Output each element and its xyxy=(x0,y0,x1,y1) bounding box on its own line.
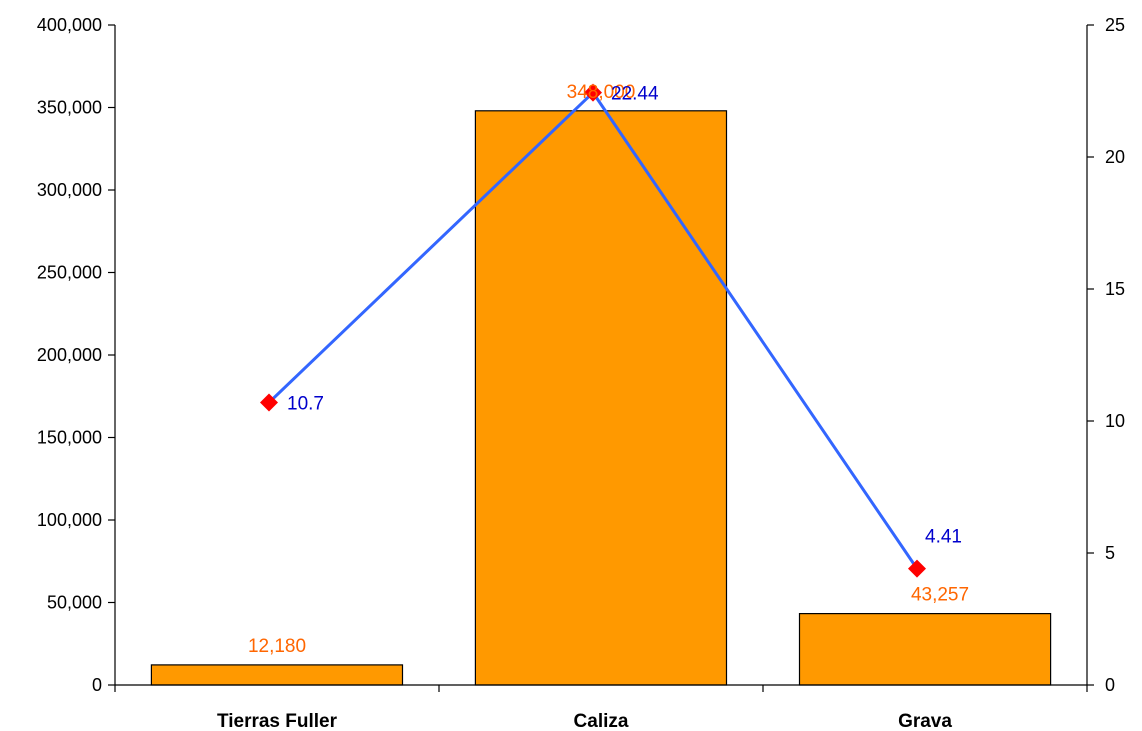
bar xyxy=(150,664,404,686)
y-left-tick-label: 400,000 xyxy=(37,15,102,35)
y-left-tick-label: 100,000 xyxy=(37,510,102,530)
y-right-tick-label: 15 xyxy=(1105,279,1125,299)
bar-data-label: 43,257 xyxy=(911,585,969,606)
y-right-tick-label: 20 xyxy=(1105,147,1125,167)
x-tick-label: Tierras Fuller xyxy=(217,711,338,731)
bar xyxy=(798,612,1052,686)
line-data-label: 22.44 xyxy=(611,84,659,105)
bar xyxy=(474,110,728,686)
y-right-tick-label: 5 xyxy=(1105,543,1115,563)
x-tick-label: Caliza xyxy=(574,711,629,731)
bar-data-label: 12,180 xyxy=(248,636,306,657)
line-data-label: 10.7 xyxy=(287,394,324,415)
line-point xyxy=(908,559,926,578)
data-labels: 12,180 348,000 43,257 10.7 22.44 4.41 xyxy=(248,82,969,657)
y-left-tick-label: 300,000 xyxy=(37,180,102,200)
y-left-tick-label: 250,000 xyxy=(37,263,102,283)
y-right-tick-label: 10 xyxy=(1105,411,1125,431)
line-point xyxy=(260,393,278,412)
x-tick-label: Grava xyxy=(898,711,952,731)
y-right-tick-label: 0 xyxy=(1105,675,1115,695)
axes: 0 50,000 100,000 150,000 200,000 250,000 300,0… xyxy=(37,15,1125,731)
line-point xyxy=(584,83,602,102)
y-left-tick-label: 200,000 xyxy=(37,345,102,365)
bar-series xyxy=(150,110,1052,686)
y-right-tick-label: 25 xyxy=(1105,15,1125,35)
y-left-tick-label: 350,000 xyxy=(37,98,102,118)
bar-data-label: 348,000 xyxy=(567,82,636,103)
y-left-tick-label: 150,000 xyxy=(37,428,102,448)
y-left-tick-label: 0 xyxy=(92,675,102,695)
line-data-label: 4.41 xyxy=(925,527,962,548)
line-series xyxy=(260,83,926,578)
y-left-tick-label: 50,000 xyxy=(47,593,102,613)
